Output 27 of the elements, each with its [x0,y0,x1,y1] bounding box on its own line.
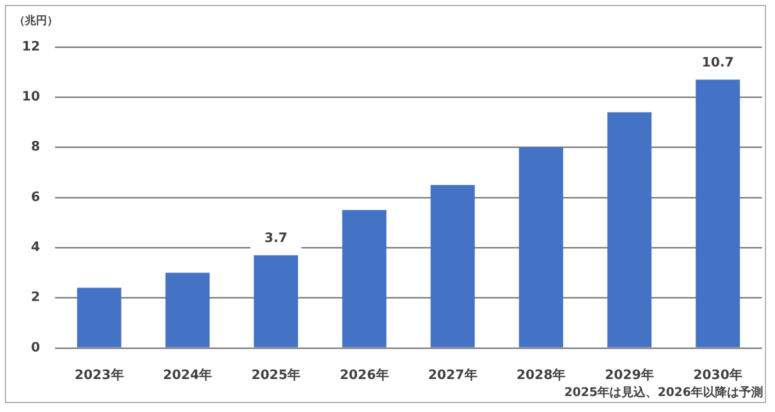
x-tick-label: 2023年 [74,368,124,384]
bar [254,255,298,348]
x-tick-label: 2026年 [340,368,389,384]
bar [342,210,386,348]
x-tick-label: 2030年 [693,368,742,384]
data-label: 10.7 [702,55,734,70]
bar [430,184,475,348]
x-tick-label: 2028年 [516,368,566,384]
x-tick-label: 2025年 [251,368,301,384]
bar [607,112,652,348]
bar [518,147,564,348]
x-tick-label: 2027年 [428,368,478,384]
y-tick-label: 10 [22,90,40,105]
y-tick-label: 12 [22,39,40,54]
y-axis-title: （兆円） [14,13,58,28]
y-tick-label: 4 [30,240,40,256]
x-tick-label: 2024年 [162,368,212,384]
text: 2025年は見込、2026年以降は予測 [564,384,763,401]
y-tick-label: 8 [30,140,40,155]
bar [165,272,210,348]
x-tick-label: 2029年 [604,368,654,384]
y-tick-label: 6 [30,190,40,205]
bar [77,288,122,348]
y-tick-label: 2 [30,290,40,306]
y-tick-label: 0 [30,340,40,356]
data-label: 3.7 [264,231,288,246]
bar [696,80,740,348]
